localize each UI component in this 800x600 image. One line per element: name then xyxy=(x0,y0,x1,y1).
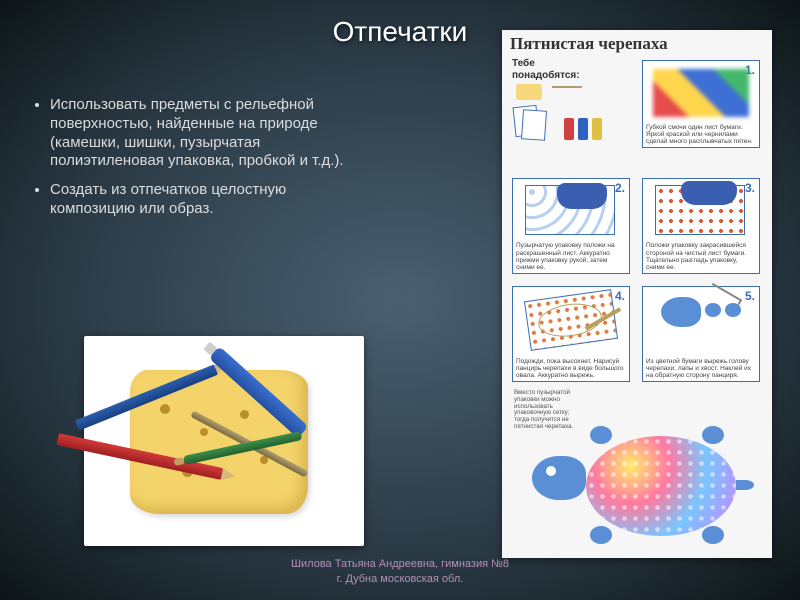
step-cell: 3. Положи упаковку закрасившейся стороно… xyxy=(642,178,760,274)
hand-icon xyxy=(557,183,607,209)
bottle-icon xyxy=(578,118,588,140)
bullet-item: Использовать предметы с рельефной поверх… xyxy=(50,96,375,171)
turtle-eye xyxy=(546,466,556,476)
pencil-icon xyxy=(552,86,582,88)
footer: Шилова Татьяна Андреевна, гимназия №8 г.… xyxy=(0,557,800,586)
final-turtle xyxy=(512,430,762,550)
side-note: Вместо пузырчатой упаковки можно использ… xyxy=(514,390,574,431)
step-text: Пузырчатую упаковку положи на раскрашенн… xyxy=(516,242,626,271)
need-label2: понадобятся: xyxy=(512,70,580,81)
footer-line: Шилова Татьяна Андреевна, гимназия №8 xyxy=(0,557,800,571)
step-cell: 1. Губкой смочи один лист бумаги. Яркой … xyxy=(642,60,760,148)
blot-art xyxy=(653,69,749,117)
turtle-leg-icon xyxy=(705,303,721,317)
bottle-icon xyxy=(564,118,574,140)
step-cell: 2. Пузырчатую упаковку положи на раскраш… xyxy=(512,178,630,274)
step-number: 2. xyxy=(615,181,625,195)
scissors-icon xyxy=(710,283,742,305)
need-label: Тебе xyxy=(512,58,535,69)
step-number: 3. xyxy=(745,181,755,195)
bottle-icon xyxy=(592,118,602,140)
step-cell: 4. Подожди, пока высохнет. Нарисуй панци… xyxy=(512,286,630,382)
step-text: Губкой смочи один лист бумаги. Яркой кра… xyxy=(646,124,756,145)
materials-box xyxy=(510,82,630,170)
step-text: Подожди, пока высохнет. Нарисуй панцирь … xyxy=(516,358,626,379)
panel-heading: Пятнистая черепаха xyxy=(510,34,764,54)
turtle-head-icon xyxy=(661,297,701,327)
paper-icon xyxy=(521,109,547,141)
turtle-shell xyxy=(586,436,736,536)
step-number: 4. xyxy=(615,289,625,303)
bullet-item: Создать из отпечатков целостную композиц… xyxy=(50,181,375,219)
turtle-head xyxy=(532,456,586,500)
sponge-icon xyxy=(516,84,542,100)
footer-line: г. Дубна московская обл. xyxy=(0,572,800,586)
step-number: 5. xyxy=(745,289,755,303)
turtle-tail xyxy=(736,480,754,490)
step-text: Из цветной бумаги вырежь голову черепахи… xyxy=(646,358,756,379)
bullet-list: Использовать предметы с рельефной поверх… xyxy=(30,96,375,229)
hand-icon xyxy=(681,181,737,205)
turtle-instructions: Пятнистая черепаха Тебе понадобятся: 1. … xyxy=(502,30,772,558)
tools-illustration xyxy=(84,336,364,546)
step-cell: 5. Из цветной бумаги вырежь голову череп… xyxy=(642,286,760,382)
step-text: Положи упаковку закрасившейся стороной н… xyxy=(646,242,756,271)
